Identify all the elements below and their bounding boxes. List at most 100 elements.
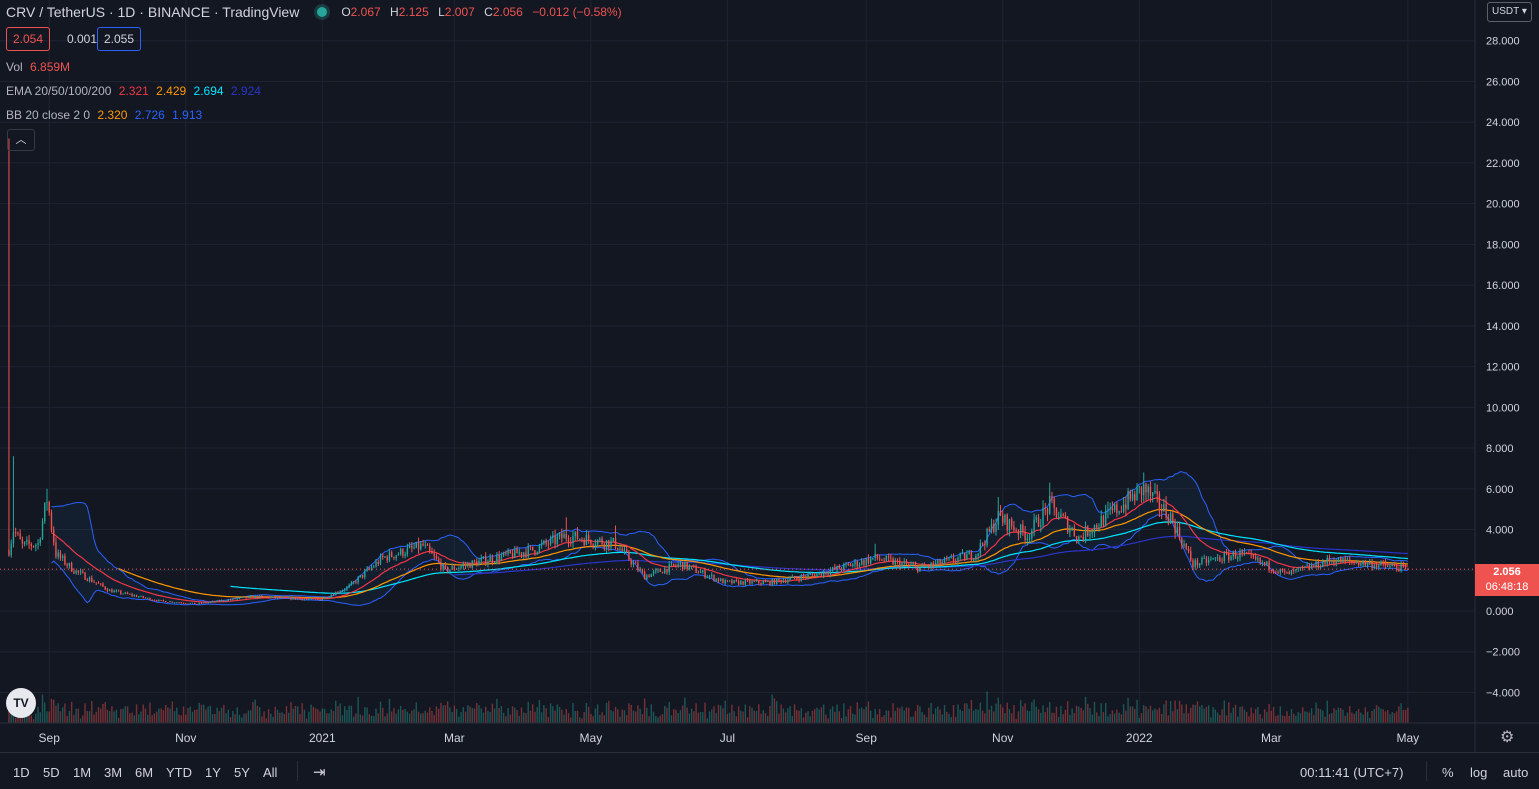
candle-body	[50, 512, 53, 530]
volume-bar	[1324, 716, 1326, 723]
candle-body	[68, 563, 71, 566]
candle-body	[581, 539, 583, 540]
volume-bar	[1387, 709, 1389, 723]
candle-body	[364, 571, 366, 578]
range-6m-button[interactable]: 6M	[135, 765, 154, 780]
candle-body	[923, 564, 926, 567]
collapse-legend-button[interactable]: ︿	[7, 129, 35, 151]
tradingview-logo-icon[interactable]: TV	[6, 688, 36, 718]
auto-scale-toggle[interactable]: auto	[1503, 765, 1529, 780]
bb-legend[interactable]: BB 20 close 2 0 2.320 2.726 1.913	[6, 108, 206, 122]
volume-bar	[144, 708, 147, 723]
timezone-clock[interactable]: 00:11:41 (UTC+7)	[1300, 765, 1404, 780]
percent-scale-toggle[interactable]: %	[1442, 765, 1454, 780]
candle-body	[189, 603, 191, 604]
volume-bar	[133, 715, 135, 723]
candle-body	[79, 571, 82, 573]
candle-body	[415, 542, 418, 548]
candle-body	[632, 562, 635, 565]
candle-body	[930, 562, 932, 568]
volume-bar	[688, 713, 691, 723]
candle-body	[296, 598, 299, 600]
volume-bar	[587, 706, 590, 723]
gear-icon[interactable]: ⚙	[1500, 729, 1515, 746]
range-1m-button[interactable]: 1M	[73, 765, 92, 780]
volume-bar	[511, 706, 514, 723]
volume-bar	[176, 707, 178, 723]
candle-body	[567, 538, 570, 543]
volume-bar	[1237, 716, 1239, 723]
candle-body	[1310, 565, 1313, 569]
price-chart[interactable]: −4.000−2.0000.0002.0004.0006.0008.00010.…	[0, 0, 1539, 752]
volume-bar	[1344, 715, 1346, 723]
candle-body	[639, 569, 641, 571]
candle-body	[646, 575, 648, 580]
range-1y-button[interactable]: 1Y	[205, 765, 221, 780]
symbol-title[interactable]: CRV / TetherUS · 1D · BINANCE · TradingV…	[6, 4, 300, 20]
candle-body	[1288, 572, 1290, 575]
volume-bar	[1019, 700, 1022, 723]
volume-bar	[1167, 715, 1170, 723]
candle-body	[655, 570, 657, 572]
symbol-header[interactable]: CRV / TetherUS · 1D · BINANCE · TradingV…	[6, 3, 628, 21]
candle-body	[164, 600, 167, 603]
volume-bar	[1241, 706, 1243, 723]
log-scale-toggle[interactable]: log	[1470, 765, 1488, 780]
volume-bar	[32, 719, 35, 723]
candle-body	[422, 543, 424, 546]
candle-body	[1210, 558, 1212, 560]
volume-bar	[321, 708, 324, 723]
buy-price-button[interactable]: 2.055	[97, 27, 142, 51]
candle-body	[1245, 552, 1248, 554]
currency-selector[interactable]: USDT ▾	[1487, 2, 1532, 22]
candle-body	[1308, 565, 1311, 569]
ema-legend[interactable]: EMA 20/50/100/200 2.321 2.429 2.694 2.92…	[6, 84, 265, 98]
range-all-button[interactable]: All	[263, 765, 278, 780]
volume-bar	[878, 708, 881, 723]
candle-body	[744, 580, 747, 585]
range-5d-button[interactable]: 5D	[43, 765, 60, 780]
candle-body	[169, 601, 171, 603]
volume-bar	[1100, 703, 1102, 723]
range-5y-button[interactable]: 5Y	[234, 765, 250, 780]
volume-bar	[572, 703, 574, 723]
volume-bar	[361, 715, 364, 723]
candle-body	[1286, 571, 1288, 573]
volume-bar	[684, 697, 686, 723]
candle-body	[1002, 515, 1004, 523]
volume-bar	[621, 709, 623, 723]
candle-body	[431, 550, 433, 554]
candle-body	[726, 580, 729, 582]
candle-body	[321, 599, 324, 601]
volume-bar	[422, 713, 424, 723]
candle-body	[728, 580, 731, 582]
range-1d-button[interactable]: 1D	[13, 765, 30, 780]
volume-legend[interactable]: Vol 6.859M	[6, 60, 74, 74]
range-ytd-button[interactable]: YTD	[166, 765, 192, 780]
volume-bar	[919, 706, 921, 723]
y-tick-label: 4.000	[1486, 525, 1514, 537]
candle-body	[1275, 572, 1277, 574]
range-3m-button[interactable]: 3M	[104, 765, 123, 780]
volume-bar	[843, 703, 845, 723]
volume-bar	[1351, 712, 1353, 723]
volume-bar	[570, 717, 572, 723]
y-tick-label: 0.000	[1486, 606, 1514, 618]
candle-body	[1098, 527, 1100, 529]
volume-bar	[928, 707, 930, 723]
candle-body	[717, 578, 720, 582]
volume-bar	[153, 713, 156, 723]
volume-bar	[1266, 711, 1268, 723]
volume-bar	[1201, 704, 1203, 723]
candle-body	[1035, 517, 1038, 520]
sell-price-button[interactable]: 2.054	[6, 27, 51, 51]
candle-body	[527, 546, 529, 557]
candle-body	[487, 561, 489, 565]
candle-body	[1033, 519, 1035, 531]
calendar-range-icon[interactable]: ⇥	[313, 764, 326, 781]
volume-bars	[8, 691, 1409, 723]
volume-bar	[724, 700, 726, 723]
candle-body	[1172, 513, 1174, 522]
candle-body	[274, 596, 277, 598]
candle-body	[1369, 562, 1371, 564]
